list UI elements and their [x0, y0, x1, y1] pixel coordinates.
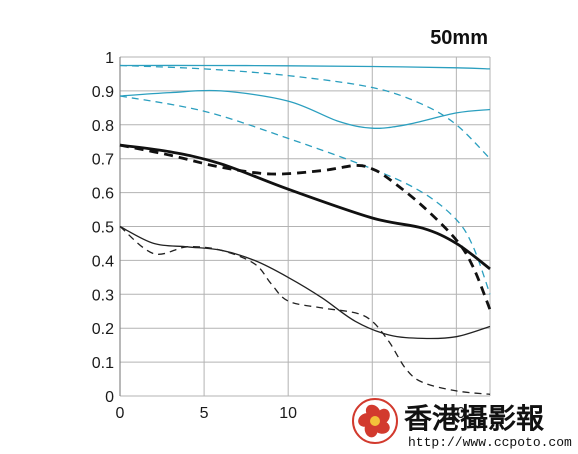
y-tick-label: 0.2	[92, 321, 114, 338]
watermark-url-text: http://www.ccpoto.com	[408, 435, 572, 450]
series-line-5	[119, 143, 491, 271]
x-tick-label: 10	[279, 405, 297, 422]
y-ticks: 0 0.1 0.2 0.3 0.4 0.5 0.6 0.7 0.8 0.9 1	[92, 50, 114, 406]
y-tick-label: 0.6	[92, 186, 114, 203]
series-line-2	[119, 64, 491, 160]
chart-title: 50mm	[430, 27, 488, 49]
series-line-6	[119, 143, 492, 311]
y-tick-label: 0.3	[92, 287, 114, 304]
y-tick-label: 0.4	[92, 253, 114, 270]
x-tick-label: 20	[447, 405, 465, 422]
grid	[119, 56, 491, 397]
y-tick-label: 0.8	[92, 118, 114, 135]
x-tick-label: 5	[200, 405, 209, 422]
series-line-8	[119, 225, 491, 395]
series-line-7	[119, 225, 491, 340]
x-tick-label: 0	[116, 405, 125, 422]
watermark-logo-icon	[352, 398, 398, 444]
series-line-4	[119, 95, 491, 295]
watermark: 香港攝影報 http://www.ccpoto.com	[352, 398, 572, 450]
y-tick-label: 0.9	[92, 84, 114, 101]
series-lines	[119, 64, 492, 395]
y-tick-label: 0.5	[92, 220, 114, 237]
y-tick-label: 1	[105, 50, 114, 67]
watermark-chinese-text: 香港攝影報	[404, 402, 545, 435]
series-line-1	[119, 64, 491, 70]
series-line-3	[119, 89, 491, 129]
y-tick-label: 0.1	[92, 355, 114, 372]
y-tick-label: 0.7	[92, 152, 114, 169]
y-tick-label: 0	[105, 389, 114, 406]
